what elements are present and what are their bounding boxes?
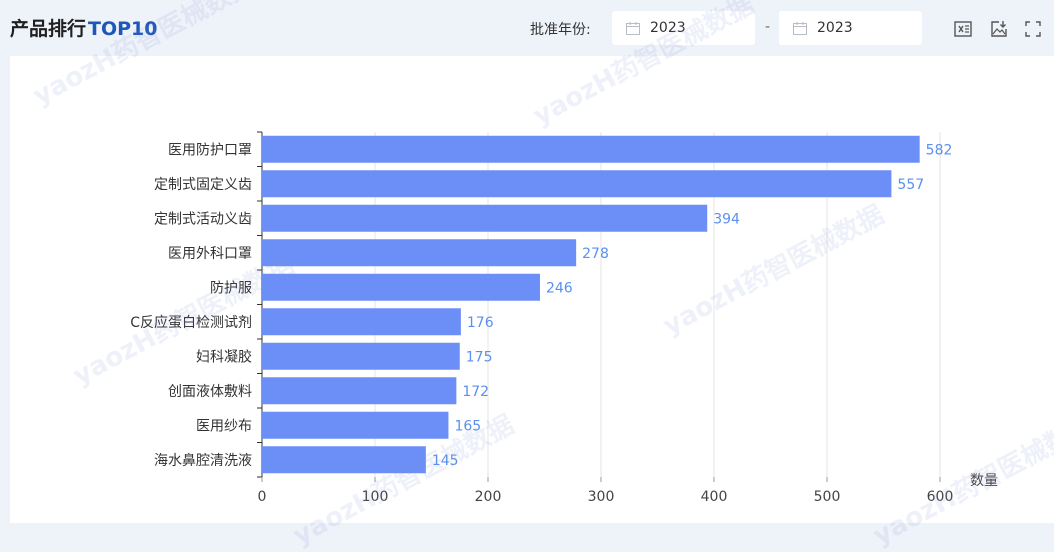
x-tick-label: 100 <box>362 489 389 505</box>
category-label: 妇科凝胶 <box>196 348 252 365</box>
title-accent: TOP10 <box>88 18 158 40</box>
data-label: 278 <box>582 246 609 262</box>
bar <box>262 170 892 198</box>
category-label: 海水鼻腔清洗液 <box>154 452 252 469</box>
data-label: 246 <box>546 280 573 296</box>
x-tick-label: 400 <box>701 489 728 505</box>
x-tick-label: 500 <box>814 489 841 505</box>
bar <box>262 342 460 370</box>
x-tick-label: 0 <box>258 489 267 505</box>
title-main: 产品排行 <box>10 18 87 40</box>
data-label: 175 <box>466 349 493 365</box>
x-tick-label: 200 <box>475 489 502 505</box>
category-label: 定制式固定义齿 <box>154 177 252 193</box>
calendar-icon <box>793 21 807 35</box>
date-to-picker[interactable]: 2023 <box>779 11 922 45</box>
x-tick-label: 300 <box>588 489 615 505</box>
fullscreen-icon[interactable] <box>1022 18 1044 40</box>
date-to-value: 2023 <box>817 20 853 36</box>
x-tick-label: 600 <box>927 489 954 505</box>
excel-export-icon[interactable] <box>952 18 974 40</box>
image-download-icon[interactable] <box>988 18 1010 40</box>
bar <box>262 135 920 163</box>
date-separator: - <box>765 19 771 35</box>
category-label: 医用防护口罩 <box>168 142 252 158</box>
date-from-value: 2023 <box>650 20 686 36</box>
page-title: 产品排行 TOP10 <box>10 14 158 41</box>
date-from-picker[interactable]: 2023 <box>612 11 755 45</box>
data-label: 172 <box>462 384 489 400</box>
bar <box>262 446 426 474</box>
category-label: 防护服 <box>210 280 252 296</box>
data-label: 145 <box>432 453 459 469</box>
header-bar: 产品排行 TOP10 批准年份: 2023 - 2023 <box>0 0 1054 56</box>
bar <box>262 377 457 405</box>
data-label: 394 <box>713 211 740 227</box>
bar <box>262 308 461 336</box>
bar <box>262 204 708 232</box>
category-label: C反应蛋白检测试剂 <box>130 314 252 331</box>
calendar-icon <box>626 21 640 35</box>
data-label: 582 <box>926 142 953 158</box>
bar <box>262 239 577 267</box>
category-label: 创面液体敷料 <box>168 384 252 400</box>
data-label: 176 <box>467 315 494 331</box>
bar <box>262 273 540 301</box>
category-label: 医用纱布 <box>196 418 252 434</box>
data-label: 557 <box>897 177 924 193</box>
approval-year-label: 批准年份: <box>530 22 591 38</box>
category-label: 定制式活动义齿 <box>154 211 252 227</box>
chart-card: 医用防护口罩 582 定制式固定义齿 557 定制式活动义齿 394 医用外科口罩 278 防护… <box>10 56 1054 523</box>
x-axis-label: 数量 <box>970 473 998 489</box>
data-label: 165 <box>454 418 481 434</box>
category-label: 医用外科口罩 <box>168 246 252 262</box>
bar-chart: 医用防护口罩 582 定制式固定义齿 557 定制式活动义齿 394 医用外科口罩 278 防护… <box>130 131 998 505</box>
bar <box>262 411 449 439</box>
